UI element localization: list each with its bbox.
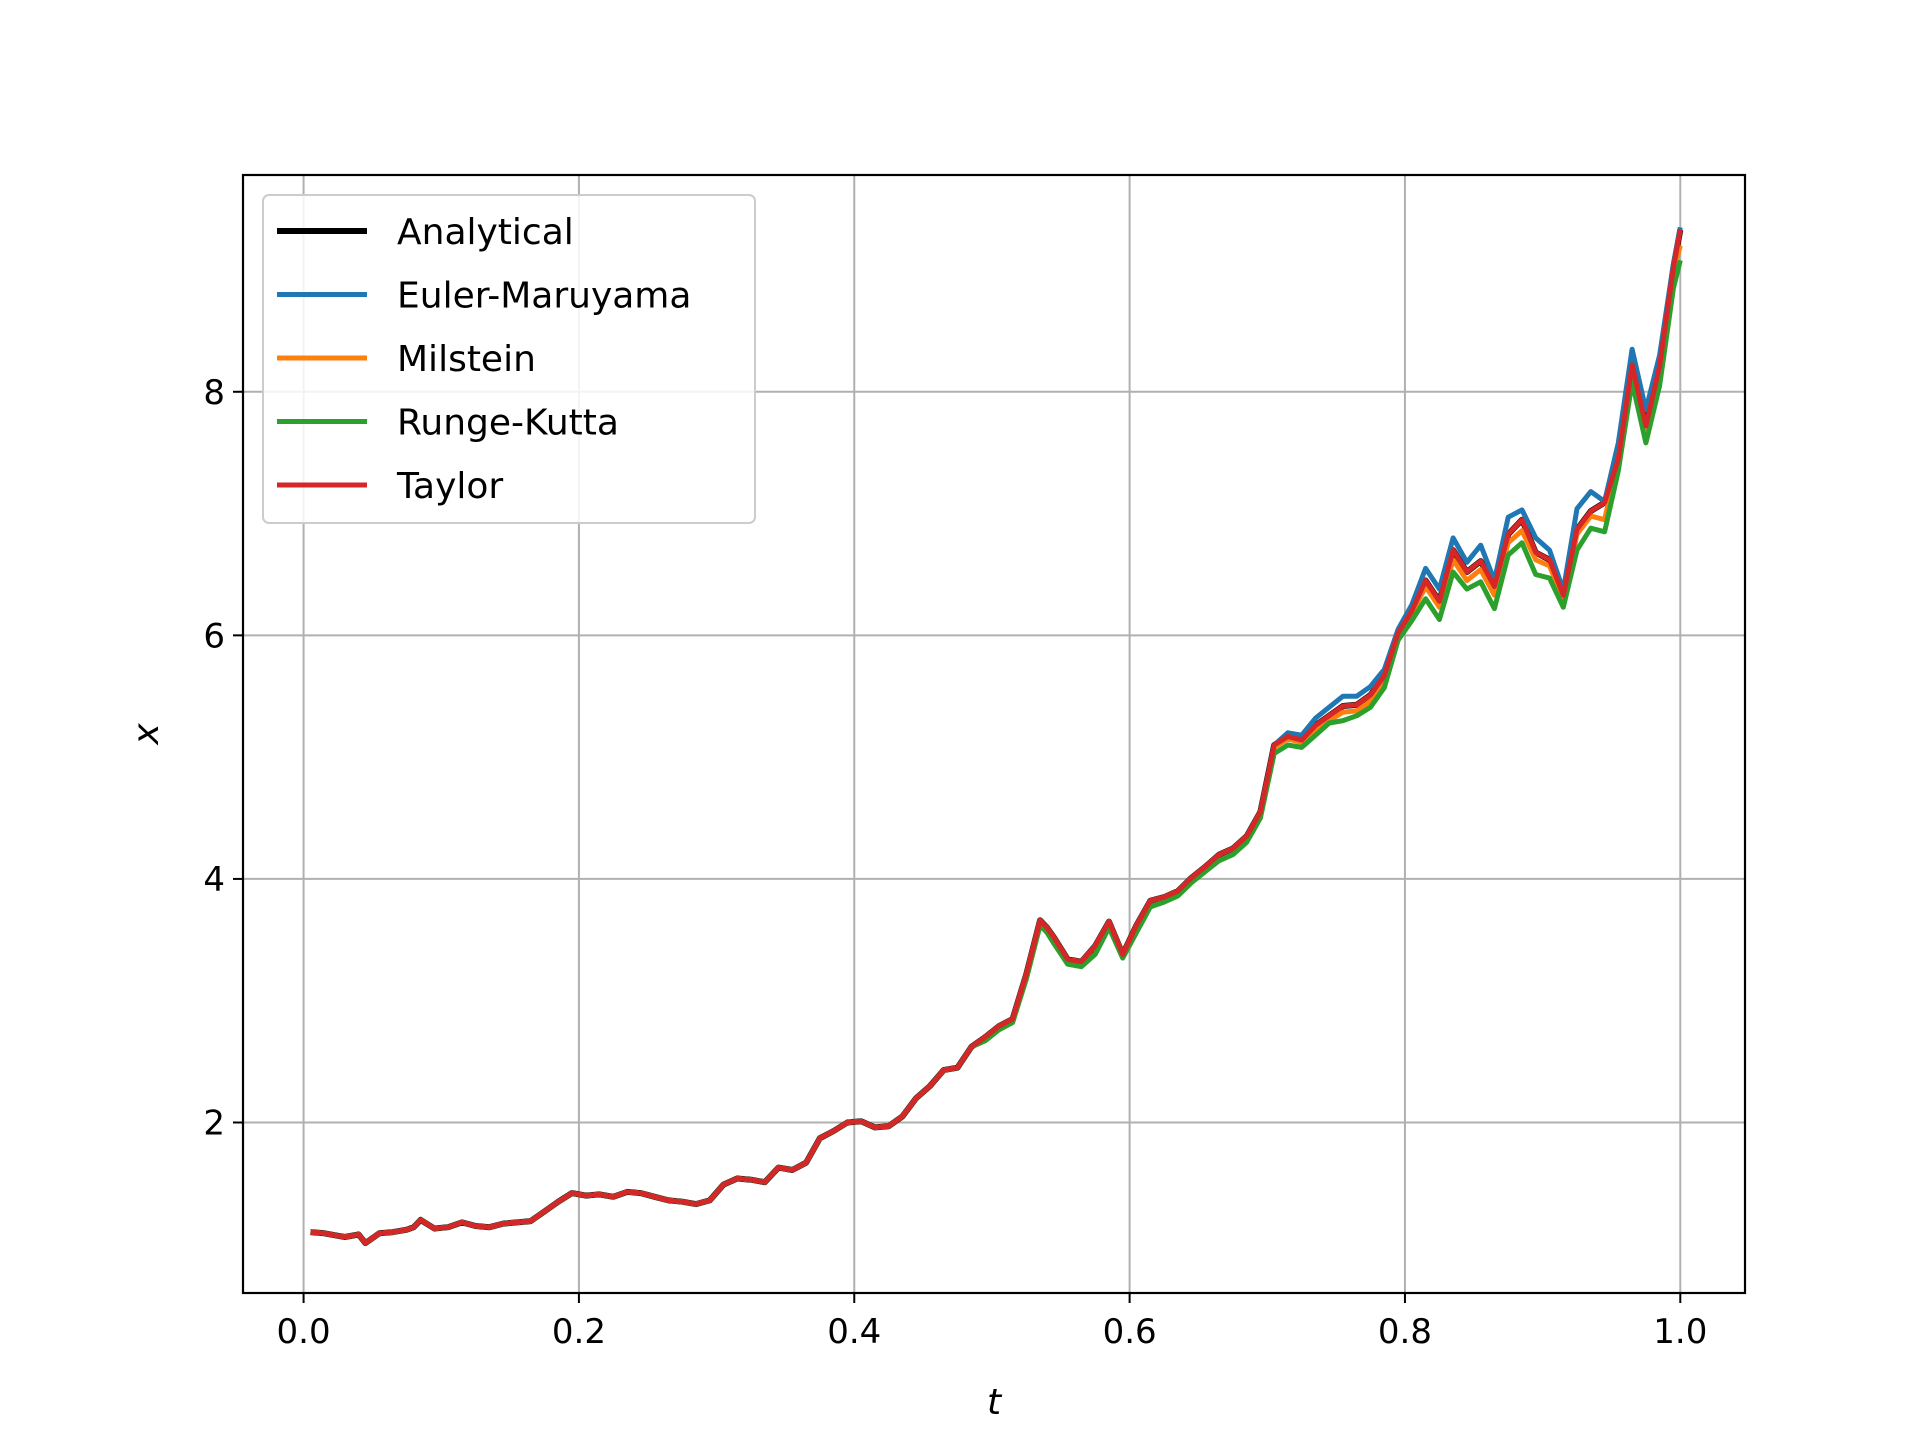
- axis-ticks: 0.0 0.2 0.4 0.6 0.8 1.0 2 4 6 8: [203, 373, 1707, 1352]
- legend-box: [262, 194, 756, 524]
- x-tick-label: 0.6: [1103, 1312, 1157, 1352]
- y-axis-label: x: [126, 723, 167, 746]
- x-tick-label: 0.0: [277, 1312, 331, 1352]
- grid-lines: [243, 175, 1745, 1293]
- series-lines: [310, 226, 1684, 1247]
- x-tick-label: 0.8: [1378, 1312, 1432, 1352]
- x-axis-label: t: [987, 1382, 1003, 1423]
- series-line-taylor: [310, 229, 1683, 1246]
- x-tick-label: 1.0: [1653, 1312, 1707, 1352]
- plot-frame: [241, 173, 1747, 1295]
- y-tick-label: 2: [203, 1103, 225, 1143]
- y-tick-label: 8: [203, 373, 225, 413]
- y-tick-label: 4: [203, 860, 225, 900]
- legend-label-analytical: Analytical: [397, 212, 574, 253]
- x-tick-label: 0.4: [827, 1312, 881, 1352]
- y-tick-label: 6: [203, 616, 225, 656]
- legend-label-euler-maruyama: Euler-Maruyama: [397, 276, 691, 317]
- legend: Analytical Euler-Maruyama Milstein Runge-Ku…: [262, 194, 756, 524]
- x-tick-label: 0.2: [552, 1312, 606, 1352]
- legend-label-milstein: Milstein: [397, 339, 536, 380]
- legend-label-taylor: Taylor: [396, 466, 503, 507]
- legend-label-runge-kutta: Runge-Kutta: [397, 403, 619, 444]
